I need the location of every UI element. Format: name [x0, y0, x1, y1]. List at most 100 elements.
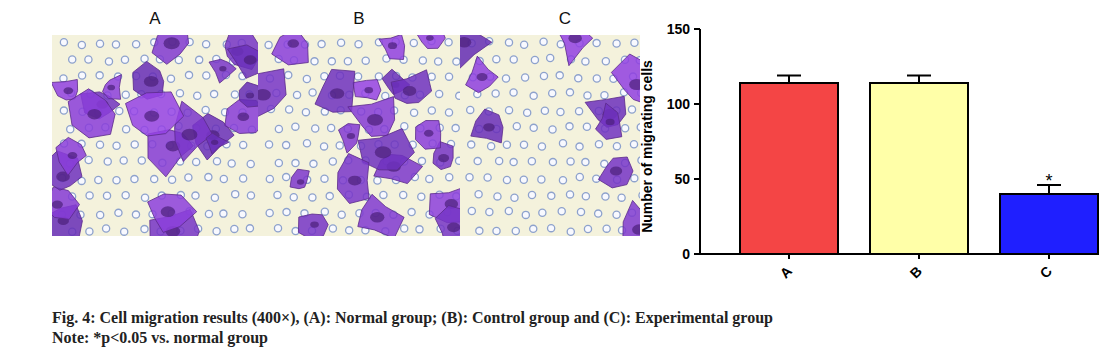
nucleus	[375, 146, 391, 158]
pore	[576, 173, 583, 180]
nucleus	[237, 112, 249, 121]
cell	[337, 154, 369, 204]
pore	[95, 176, 102, 183]
pore	[168, 176, 175, 183]
pore	[60, 75, 67, 82]
error-stem	[918, 76, 920, 84]
pore	[320, 143, 327, 150]
pore	[474, 158, 481, 165]
pore	[558, 208, 565, 215]
pore	[613, 143, 620, 150]
pore	[141, 225, 148, 232]
nucleus	[107, 85, 115, 91]
micrograph-background	[460, 35, 640, 236]
nucleus	[483, 123, 495, 131]
cell	[52, 187, 80, 220]
pore	[502, 75, 509, 82]
pore	[541, 107, 548, 114]
pore	[151, 176, 158, 183]
pore	[103, 225, 110, 232]
panel-label: A	[149, 9, 161, 28]
pore	[275, 125, 282, 132]
nucleus	[182, 129, 198, 141]
nucleus	[211, 140, 218, 145]
nucleus	[164, 37, 180, 49]
pore	[67, 126, 74, 133]
pore	[400, 191, 407, 198]
cell	[339, 124, 360, 154]
cell	[623, 200, 640, 236]
nucleus	[477, 73, 488, 81]
pore	[520, 176, 527, 183]
nucleus	[447, 223, 460, 233]
pore	[303, 140, 310, 147]
micrograph	[52, 35, 258, 236]
pore	[630, 141, 637, 148]
pore	[78, 41, 85, 48]
cell	[611, 54, 640, 107]
pore	[418, 158, 425, 165]
pore	[266, 209, 273, 216]
pore	[309, 194, 316, 201]
pore	[538, 143, 545, 150]
cell	[471, 109, 503, 143]
pore	[494, 193, 501, 200]
nucleus	[244, 55, 257, 64]
pore	[185, 71, 192, 78]
pore	[122, 91, 129, 98]
pore	[211, 90, 218, 97]
cell	[152, 35, 189, 64]
pore	[112, 41, 119, 48]
pore	[467, 106, 474, 113]
pore	[593, 75, 600, 82]
pore	[246, 225, 253, 232]
pore	[310, 160, 317, 167]
cell	[126, 92, 184, 136]
pore	[521, 41, 528, 48]
pore	[575, 75, 582, 82]
pore	[468, 141, 475, 148]
nucleus	[52, 200, 63, 208]
cell	[598, 157, 633, 188]
y-axis-label: Number of migrating cells	[639, 60, 655, 233]
pore	[286, 106, 293, 113]
bar	[740, 83, 838, 254]
pore	[202, 106, 209, 113]
pore	[577, 208, 584, 215]
pore	[582, 193, 589, 200]
pore	[530, 225, 537, 232]
pore	[362, 57, 369, 64]
cell	[52, 80, 78, 101]
pore	[556, 72, 563, 79]
pore	[584, 225, 591, 232]
pore	[309, 89, 316, 96]
nucleus	[144, 111, 159, 122]
pore	[247, 192, 254, 199]
pore	[85, 56, 92, 63]
nucleus	[219, 66, 226, 71]
pore	[329, 158, 336, 165]
pore	[311, 58, 318, 65]
pore	[86, 192, 93, 199]
pore	[337, 39, 344, 46]
pore	[401, 225, 408, 232]
pore	[435, 58, 442, 65]
pore	[505, 39, 512, 46]
pore	[211, 194, 218, 201]
pore	[285, 71, 292, 78]
cell	[103, 75, 122, 100]
pore	[85, 156, 92, 163]
pore	[104, 158, 111, 165]
pore	[60, 39, 67, 46]
pore	[540, 72, 547, 79]
micrograph	[460, 35, 640, 236]
error-cap	[777, 75, 801, 77]
pore	[131, 141, 138, 148]
pore	[567, 158, 574, 165]
y-tick-label: 150	[667, 21, 691, 37]
pore	[613, 211, 620, 218]
pore	[445, 73, 452, 80]
pore	[475, 191, 482, 198]
pore	[601, 92, 608, 99]
pore	[602, 193, 609, 200]
